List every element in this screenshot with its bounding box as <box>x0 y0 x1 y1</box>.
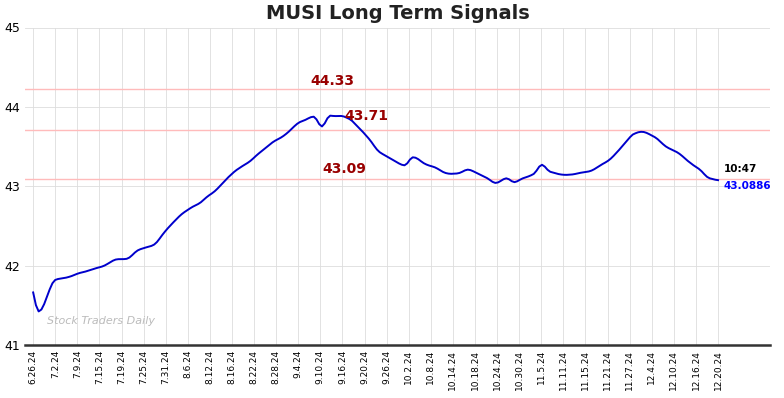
Text: 43.0886: 43.0886 <box>724 181 771 191</box>
Text: 43.09: 43.09 <box>323 162 367 176</box>
Text: 10:47: 10:47 <box>724 164 757 174</box>
Text: Stock Traders Daily: Stock Traders Daily <box>47 316 155 326</box>
Text: 44.33: 44.33 <box>310 74 354 88</box>
Title: MUSI Long Term Signals: MUSI Long Term Signals <box>266 4 529 23</box>
Text: 43.71: 43.71 <box>345 109 389 123</box>
